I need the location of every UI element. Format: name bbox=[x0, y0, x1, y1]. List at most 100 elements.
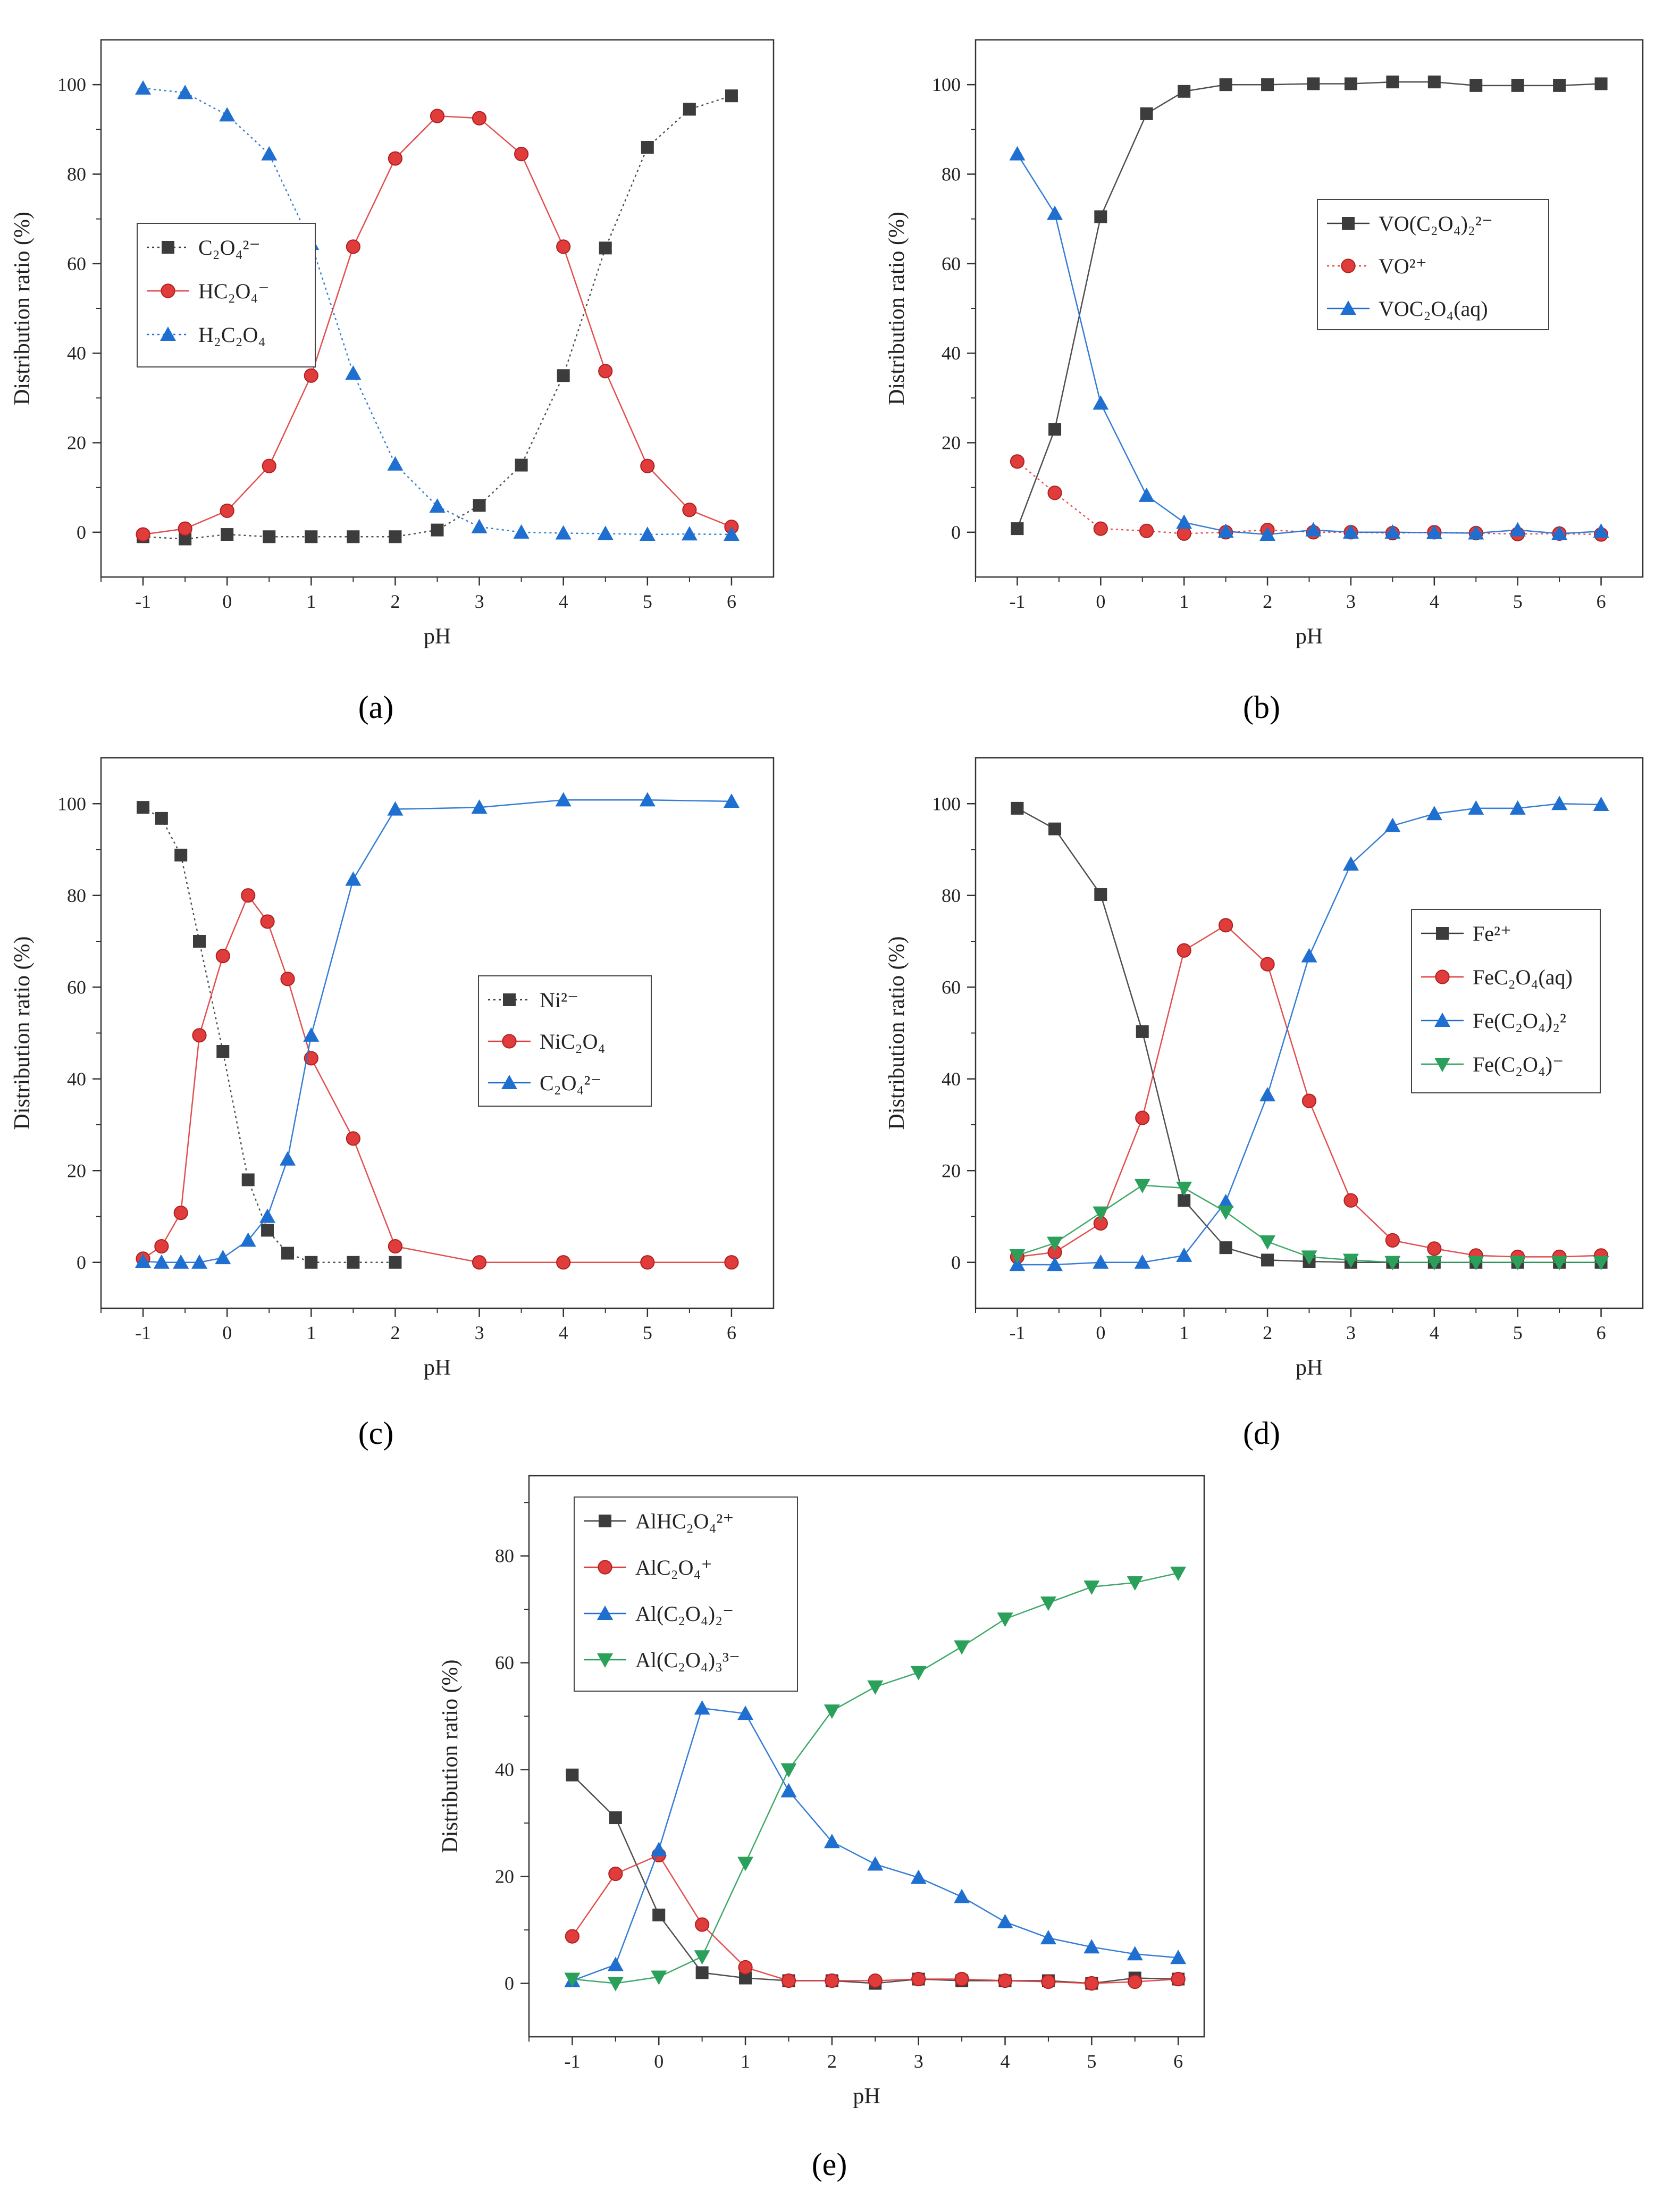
data-point bbox=[1468, 800, 1484, 815]
data-point bbox=[388, 1239, 403, 1254]
legend-marker bbox=[502, 1034, 517, 1049]
data-point bbox=[954, 1888, 970, 1903]
legend-item: AlC₂O₄⁺ bbox=[584, 1556, 712, 1579]
y-axis-label: Distribution ratio (%) bbox=[10, 212, 35, 405]
data-point bbox=[178, 521, 192, 536]
data-point bbox=[1136, 1025, 1149, 1038]
data-point bbox=[1342, 524, 1359, 539]
y-tick-label: 40 bbox=[942, 342, 961, 364]
y-tick-label: 40 bbox=[67, 342, 86, 364]
data-point bbox=[639, 792, 656, 807]
data-point bbox=[174, 848, 188, 862]
data-point bbox=[737, 1705, 754, 1720]
legend-item: Fe²⁺ bbox=[1421, 922, 1511, 946]
x-axis-label: pH bbox=[424, 1356, 451, 1380]
data-point bbox=[155, 812, 168, 825]
legend: C₂O₄²⁻ HC₂O₄⁻ H₂C₂O₄ bbox=[137, 223, 316, 367]
data-point bbox=[305, 1256, 318, 1269]
data-point bbox=[1084, 1976, 1099, 1991]
series-1 bbox=[137, 801, 402, 1269]
y-tick-label: 80 bbox=[67, 885, 86, 906]
legend-label: VOC₂O₄(aq) bbox=[1379, 297, 1488, 321]
data-point bbox=[1427, 1241, 1442, 1256]
data-point bbox=[240, 1232, 256, 1247]
data-point bbox=[1041, 1974, 1056, 1989]
data-point bbox=[387, 456, 404, 471]
data-point bbox=[1342, 856, 1359, 871]
legend-item: Ni²⁻ bbox=[488, 988, 578, 1012]
data-point bbox=[1553, 79, 1566, 92]
x-tick-label: 0 bbox=[222, 1322, 232, 1343]
data-point bbox=[651, 1842, 667, 1857]
x-tick-label: 6 bbox=[1597, 1322, 1606, 1343]
data-point bbox=[1009, 146, 1026, 161]
y-tick-label: 100 bbox=[932, 74, 961, 95]
x-tick-label: 5 bbox=[1513, 1322, 1523, 1343]
data-point bbox=[1509, 522, 1526, 537]
data-point bbox=[347, 530, 360, 544]
x-tick-label: 2 bbox=[827, 2051, 837, 2072]
y-tick-label: 80 bbox=[942, 885, 961, 906]
x-axis-label: pH bbox=[1296, 624, 1323, 649]
legend-box bbox=[574, 1496, 798, 1692]
data-point bbox=[640, 458, 655, 473]
data-point bbox=[153, 1254, 170, 1269]
data-point bbox=[1094, 210, 1107, 223]
data-point bbox=[262, 458, 276, 473]
y-tick-label: 0 bbox=[951, 1252, 961, 1273]
series-line bbox=[142, 807, 396, 1264]
data-point bbox=[608, 1866, 623, 1882]
legend-item: C₂O₄²⁻ bbox=[147, 236, 261, 260]
legend-label: FeC₂O₄(aq) bbox=[1473, 965, 1573, 989]
data-point bbox=[192, 1028, 207, 1043]
data-point bbox=[1343, 1193, 1358, 1208]
data-point bbox=[1083, 1580, 1100, 1595]
legend-label: AlHC₂O₄²⁺ bbox=[635, 1509, 734, 1533]
legend-label: VO(C₂O₄)₂²⁻ bbox=[1379, 212, 1493, 236]
data-point bbox=[345, 871, 362, 886]
data-point bbox=[824, 1704, 840, 1719]
data-point bbox=[954, 1971, 969, 1987]
series-3 bbox=[564, 1700, 1187, 1987]
data-point bbox=[515, 458, 528, 472]
data-point bbox=[345, 365, 362, 380]
legend-marker bbox=[598, 1560, 612, 1575]
data-point bbox=[1344, 77, 1357, 90]
panel-label: (a) bbox=[358, 690, 394, 725]
data-point bbox=[1047, 486, 1062, 500]
data-point bbox=[1261, 78, 1274, 91]
data-point bbox=[780, 1783, 797, 1797]
x-tick-label: 5 bbox=[643, 591, 652, 612]
data-point bbox=[135, 80, 152, 95]
data-point bbox=[910, 1869, 927, 1884]
data-point bbox=[725, 89, 738, 103]
legend-marker bbox=[160, 327, 176, 341]
data-point bbox=[1178, 85, 1191, 98]
legend-marker bbox=[599, 1515, 611, 1527]
data-point bbox=[215, 1250, 231, 1265]
x-tick-label: 4 bbox=[559, 591, 568, 612]
data-point bbox=[1009, 1257, 1026, 1272]
data-point bbox=[281, 1247, 295, 1260]
data-point bbox=[724, 1255, 739, 1270]
legend-marker bbox=[1434, 1058, 1450, 1072]
data-point bbox=[260, 914, 275, 929]
x-tick-label: 1 bbox=[1179, 591, 1189, 612]
data-point bbox=[640, 1255, 655, 1270]
x-tick-label: 3 bbox=[475, 591, 484, 612]
data-point bbox=[695, 1917, 710, 1932]
y-tick-label: 60 bbox=[942, 253, 961, 274]
data-point bbox=[681, 526, 698, 541]
data-point bbox=[304, 368, 318, 383]
data-point bbox=[1551, 796, 1568, 810]
x-tick-label: 2 bbox=[1263, 591, 1272, 612]
x-axis-label: pH bbox=[1296, 1356, 1323, 1380]
data-point bbox=[173, 1206, 188, 1220]
legend-item: VOC₂O₄(aq) bbox=[1327, 297, 1488, 321]
legend-label: Fe(C₂O₄)⁻ bbox=[1473, 1052, 1564, 1076]
y-tick-label: 20 bbox=[942, 1160, 961, 1181]
legend-label: H₂C₂O₄ bbox=[198, 323, 265, 347]
data-point bbox=[1259, 1086, 1276, 1101]
